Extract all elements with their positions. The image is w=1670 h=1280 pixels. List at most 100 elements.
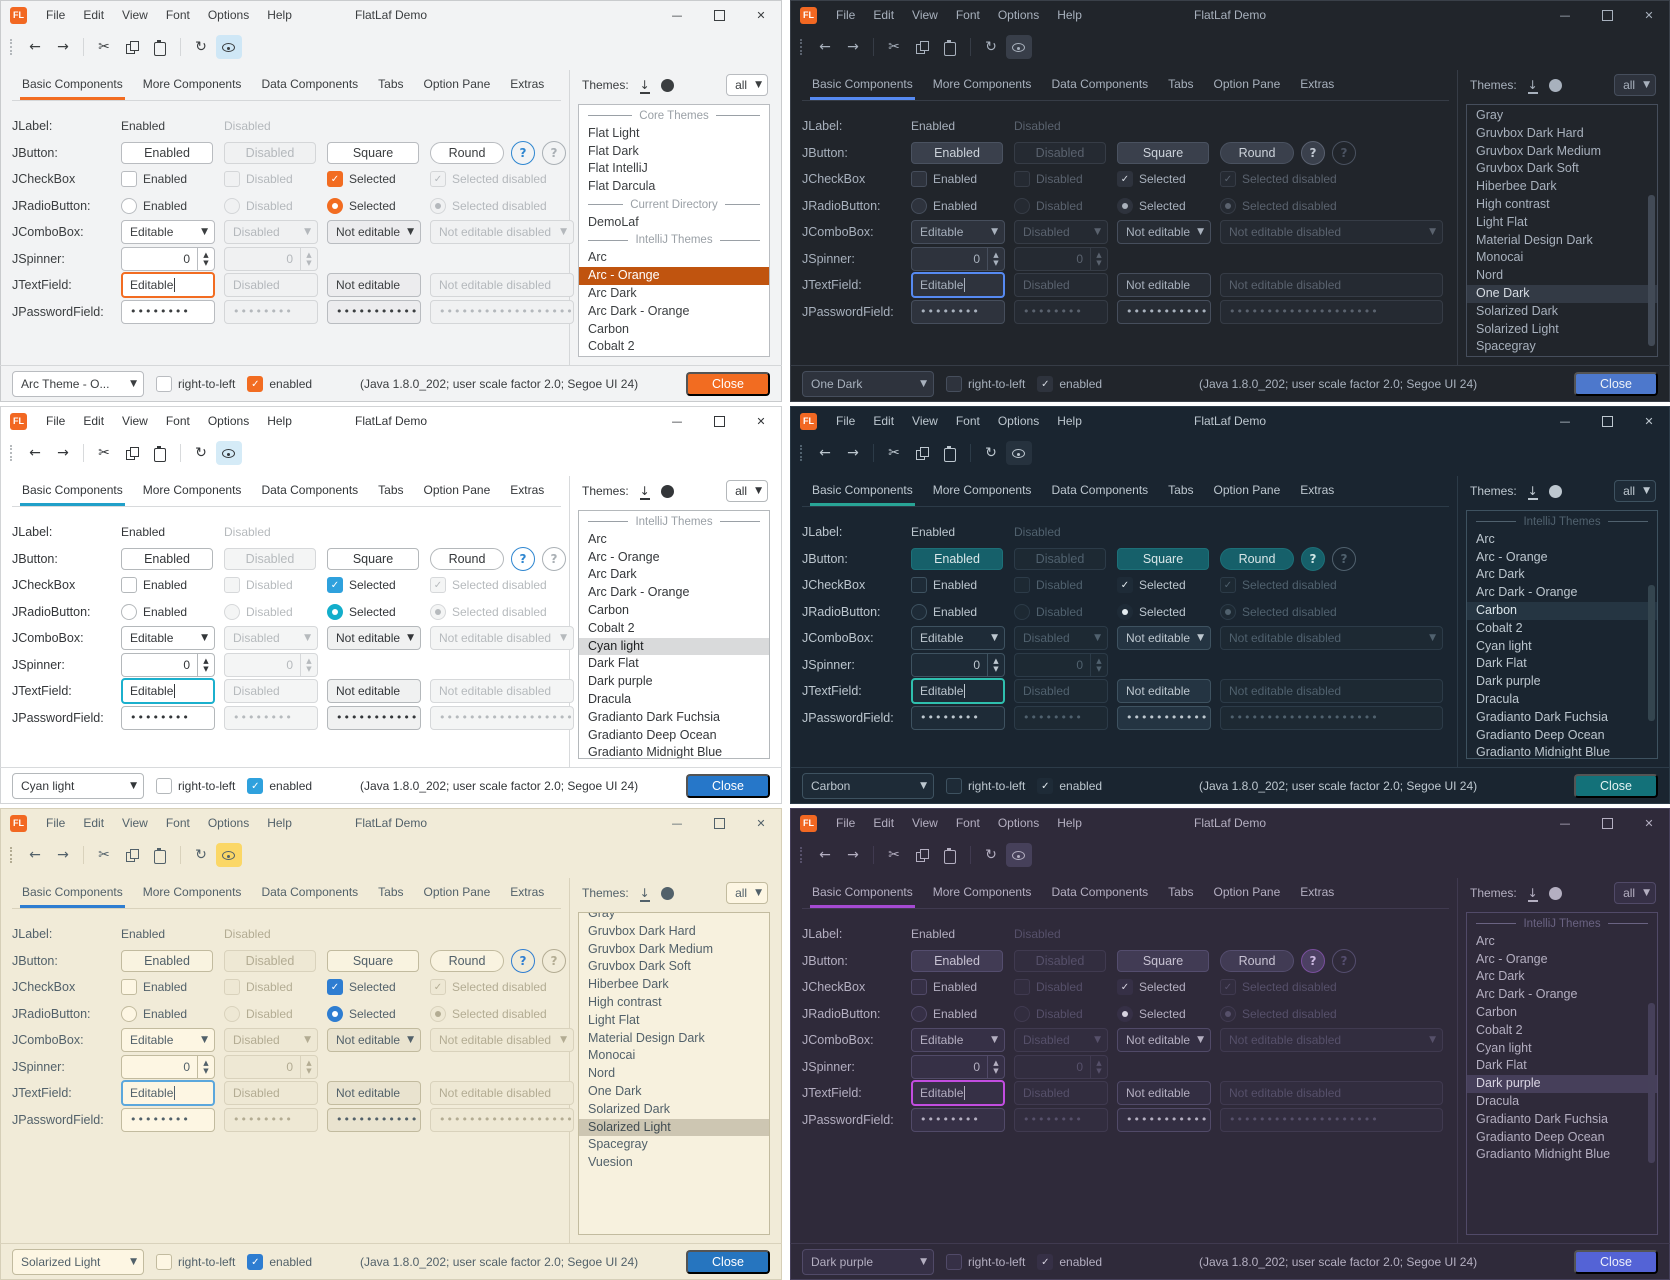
spinner-arrows-icon[interactable]: ▲ ▼ [1090, 653, 1107, 676]
spinner-arrows-icon[interactable]: ▲ ▼ [987, 653, 1004, 676]
theme-list-item[interactable]: Arc Dark - Orange [588, 303, 690, 318]
theme-list-item[interactable]: Arc Dark [588, 567, 637, 582]
theme-filter-combobox[interactable]: all ▼ [726, 480, 768, 502]
enabled-checkbox[interactable]: ✓ enabled [1037, 1254, 1102, 1270]
passwordfield-editable[interactable]: •••••••• [911, 299, 1005, 324]
theme-list-item[interactable]: Monocai [588, 1048, 636, 1063]
maximize-button[interactable] [1586, 0, 1628, 30]
right-to-left-checkbox[interactable]: right-to-left [156, 1254, 235, 1270]
refresh-icon[interactable]: ↻ [195, 847, 207, 863]
menu-edit[interactable]: Edit [873, 414, 895, 428]
theme-list-item[interactable]: Gruvbox Dark Hard [1476, 125, 1584, 140]
theme-list-item[interactable]: Dracula [1476, 1093, 1520, 1108]
checkbox-selected[interactable]: ✓ Selected [1117, 171, 1186, 188]
refresh-icon[interactable]: ↻ [985, 39, 997, 55]
checkbox-selected[interactable]: ✓ Selected [1117, 979, 1186, 996]
theme-list-item[interactable]: Gruvbox Dark Soft [1476, 161, 1579, 176]
menu-options[interactable]: Options [207, 414, 250, 428]
minimize-button[interactable]: — [671, 414, 683, 428]
refresh-icon[interactable]: ↻ [985, 847, 997, 863]
tab-data-components[interactable]: Data Components [261, 483, 359, 497]
menu-options[interactable]: Options [997, 816, 1040, 830]
theme-list-item[interactable]: Dark purple [588, 674, 653, 689]
theme-list-item[interactable]: DemoLaf [588, 214, 639, 229]
theme-list-item[interactable]: Arc [588, 250, 607, 265]
radio-enabled[interactable]: Enabled [121, 197, 187, 214]
theme-list-item[interactable]: Arc Dark - Orange [588, 585, 690, 600]
toolbar-grip[interactable] [800, 445, 802, 461]
square-button[interactable]: Square [1117, 141, 1209, 164]
theme-list-item[interactable]: Arc Dark [1476, 567, 1525, 582]
close-button[interactable]: Close [686, 372, 770, 396]
textfield-not-editable[interactable]: Not editable [327, 1081, 421, 1106]
theme-list-item[interactable]: Arc Dark - Orange [1476, 987, 1578, 1002]
tab-tabs[interactable]: Tabs [1168, 483, 1194, 497]
tab-more-components[interactable]: More Components [932, 483, 1032, 497]
menu-edit[interactable]: Edit [873, 816, 895, 830]
theme-list-item[interactable]: One Dark [588, 1083, 642, 1098]
combobox-not-editable[interactable]: Not editable ▼ [1117, 626, 1211, 651]
theme-list[interactable]: IntelliJ Themes Arc Arc - Orange Arc Dark Ar… [1466, 912, 1658, 1235]
cut-icon[interactable]: ✂ [888, 445, 900, 461]
spinner-arrows-icon[interactable]: ▲ ▼ [300, 247, 317, 270]
maximize-button[interactable] [1586, 808, 1628, 838]
forward-icon[interactable]: → [57, 847, 69, 863]
checkbox-enabled[interactable]: Enabled [911, 979, 977, 996]
menu-help[interactable]: Help [267, 414, 292, 428]
minimize-button[interactable]: — [671, 8, 683, 22]
tab-extras[interactable]: Extras [1300, 885, 1335, 899]
theme-list-item[interactable]: One Dark [1467, 284, 1657, 303]
radio-enabled[interactable]: Enabled [911, 603, 977, 620]
theme-list-item[interactable]: Dark purple [1467, 1075, 1657, 1093]
refresh-icon[interactable]: ↻ [195, 445, 207, 461]
theme-list-item[interactable]: Dark Flat [588, 656, 639, 671]
square-button[interactable]: Square [327, 547, 419, 570]
theme-list-item[interactable]: Cyan light [579, 637, 769, 656]
theme-combobox[interactable]: One Dark ▼ [802, 371, 934, 397]
textfield-not-editable[interactable]: Not editable [327, 679, 421, 704]
radio-enabled[interactable]: Enabled [911, 197, 977, 214]
enabled-checkbox[interactable]: ✓ enabled [247, 376, 312, 392]
minimize-button[interactable]: — [671, 816, 683, 830]
download-theme-icon[interactable]: ↓ [1527, 886, 1538, 902]
spinner-arrows-icon[interactable]: ▲ ▼ [987, 1055, 1004, 1078]
tab-extras[interactable]: Extras [510, 77, 545, 91]
theme-list-item[interactable]: Arc Dark - Orange [1476, 585, 1578, 600]
menu-help[interactable]: Help [267, 816, 292, 830]
enabled-checkbox[interactable]: ✓ enabled [1037, 778, 1102, 794]
tab-data-components[interactable]: Data Components [261, 885, 359, 899]
menu-font[interactable]: Font [165, 8, 190, 22]
spinner-enabled[interactable]: 0 ▲ ▼ [911, 1054, 1005, 1079]
menu-edit[interactable]: Edit [873, 8, 895, 22]
right-to-left-checkbox[interactable]: right-to-left [946, 778, 1025, 794]
textfield-editable[interactable]: Editable [911, 1080, 1005, 1107]
textfield-not-editable[interactable]: Not editable [327, 273, 421, 298]
theme-combobox[interactable]: Solarized Light ▼ [12, 1249, 144, 1275]
cut-icon[interactable]: ✂ [98, 847, 110, 863]
theme-list-item[interactable]: Spacegray [588, 1137, 648, 1152]
minimize-button[interactable]: — [1559, 414, 1571, 428]
copy-icon[interactable] [909, 843, 935, 867]
theme-list-item[interactable]: Nord [588, 1066, 616, 1081]
download-theme-icon[interactable]: ↓ [639, 886, 650, 902]
spinner-arrows-icon[interactable]: ▲ ▼ [987, 247, 1004, 270]
close-button[interactable]: Close [1574, 774, 1658, 798]
theme-list-item[interactable]: Material Design Dark [1476, 232, 1593, 247]
tab-option-pane[interactable]: Option Pane [1213, 483, 1281, 497]
tab-more-components[interactable]: More Components [932, 885, 1032, 899]
menu-view[interactable]: View [912, 414, 938, 428]
theme-list-item[interactable]: Cobalt 2 [1476, 620, 1523, 635]
theme-list-item[interactable]: Dracula [588, 691, 632, 706]
combobox-editable[interactable]: Editable ▼ [911, 220, 1005, 245]
toolbar-grip[interactable] [10, 39, 12, 55]
close-button[interactable]: Close [686, 774, 770, 798]
theme-list-item[interactable]: Dracula [1476, 691, 1520, 706]
spinner-arrows-icon[interactable]: ▲ ▼ [300, 653, 317, 676]
close-window-button[interactable]: ✕ [756, 816, 766, 830]
passwordfield-editable[interactable]: •••••••• [911, 705, 1005, 730]
help-button[interactable]: ? [1301, 140, 1325, 165]
enabled-button[interactable]: Enabled [121, 949, 213, 972]
theme-list-item[interactable]: Cyan light [1476, 1040, 1532, 1055]
tab-more-components[interactable]: More Components [142, 77, 242, 91]
tab-option-pane[interactable]: Option Pane [423, 885, 491, 899]
